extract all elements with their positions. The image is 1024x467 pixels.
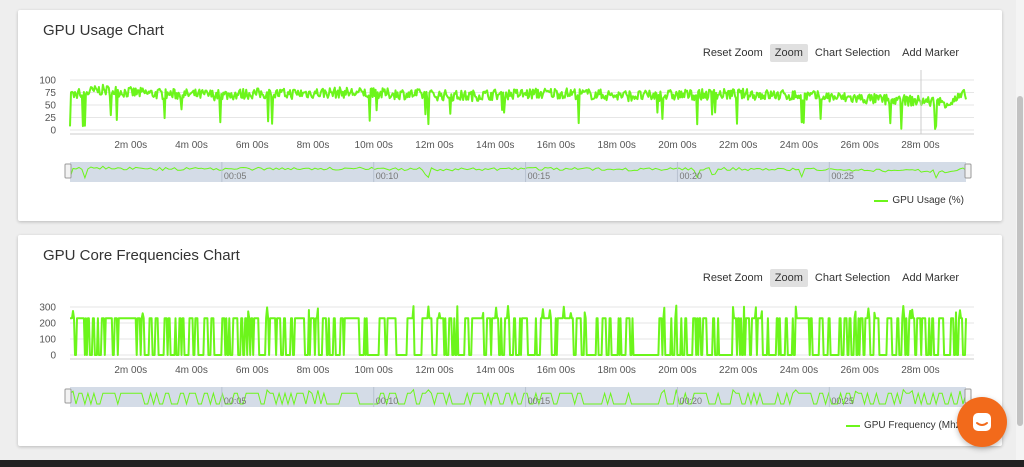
x-tick-label: 26m 00s — [841, 140, 879, 151]
navigator-tick-label: 00:20 — [679, 171, 702, 181]
x-tick-label: 4m 00s — [175, 365, 208, 376]
x-tick-label: 20m 00s — [658, 140, 696, 151]
gpu-frequency-plot[interactable]: 300 200 100 0 2m 00s 4m 00s 6m 00s 8m 00s 10m 00… — [18, 235, 1002, 446]
x-tick-label: 20m 00s — [658, 365, 696, 376]
y-tick-label: 75 — [45, 88, 57, 99]
y-tick-label: 300 — [39, 303, 56, 314]
reset-zoom-button[interactable]: Reset Zoom — [702, 272, 763, 284]
x-tick-label: 24m 00s — [780, 140, 818, 151]
page-scrollbar[interactable] — [1016, 0, 1024, 467]
x-tick-label: 8m 00s — [297, 140, 330, 151]
navigator-tick-label: 00:25 — [831, 396, 854, 406]
x-tick-label: 22m 00s — [719, 140, 757, 151]
legend[interactable]: GPU Usage (%) — [874, 195, 964, 206]
navigator-tick-label: 00:05 — [224, 171, 247, 181]
navigator-handle-left — [64, 388, 72, 404]
navigator-series — [69, 165, 967, 180]
legend-label: GPU Usage (%) — [892, 195, 964, 206]
y-tick-label: 25 — [45, 113, 57, 124]
navigator-tick-label: 00:20 — [679, 396, 702, 406]
y-tick-label: 100 — [39, 335, 56, 346]
navigator-tick-label: 00:25 — [831, 171, 854, 181]
x-tick-label: 18m 00s — [598, 365, 636, 376]
x-tick-label: 4m 00s — [175, 140, 208, 151]
chart-selection-button[interactable]: Chart Selection — [814, 47, 891, 59]
zoom-button[interactable]: Zoom — [769, 269, 808, 287]
navigator-tick-label: 00:10 — [376, 171, 399, 181]
x-tick-label: 10m 00s — [355, 365, 393, 376]
x-tick-label: 24m 00s — [780, 365, 818, 376]
scrollbar-thumb[interactable] — [1017, 96, 1023, 426]
chart-toolbar: Reset Zoom Zoom Chart Selection Add Mark… — [698, 44, 964, 62]
x-tick-label: 14m 00s — [476, 140, 514, 151]
y-tick-label: 50 — [45, 101, 57, 112]
y-tick-label: 200 — [39, 319, 56, 330]
y-tick-label: 0 — [50, 126, 56, 137]
x-tick-label: 14m 00s — [476, 365, 514, 376]
x-tick-label: 12m 00s — [415, 140, 453, 151]
navigator-tick-label: 00:05 — [224, 396, 247, 406]
navigator-series — [69, 388, 967, 406]
navigator-mask — [70, 387, 966, 407]
gpu-frequency-card: GPU Core Frequencies Chart Reset Zoom Zo… — [18, 235, 1002, 446]
legend-label: GPU Frequency (Mhz) — [863, 420, 964, 431]
add-marker-button[interactable]: Add Marker — [902, 272, 959, 284]
legend-swatch — [874, 199, 889, 202]
x-tick-label: 8m 00s — [297, 365, 330, 376]
chat-launcher-button[interactable] — [957, 397, 1007, 447]
x-tick-label: 16m 00s — [537, 140, 575, 151]
x-tick-label: 28m 00s — [901, 140, 939, 151]
chart-title: GPU Core Frequencies Chart — [43, 247, 240, 264]
x-tick-label: 22m 00s — [719, 365, 757, 376]
add-marker-button[interactable]: Add Marker — [902, 47, 959, 59]
gpu-usage-card: GPU Usage Chart Reset Zoom Zoom Chart Se… — [18, 10, 1002, 221]
x-tick-label: 10m 00s — [355, 140, 393, 151]
x-tick-label: 6m 00s — [236, 365, 269, 376]
reset-zoom-button[interactable]: Reset Zoom — [702, 47, 763, 59]
navigator-mask — [70, 162, 966, 182]
series-line — [70, 304, 967, 356]
x-tick-label: 2m 00s — [114, 365, 147, 376]
navigator-handle-left — [64, 163, 72, 179]
legend-swatch — [845, 424, 860, 427]
chart-selection-button[interactable]: Chart Selection — [814, 272, 891, 284]
y-tick-label: 0 — [50, 351, 56, 362]
chart-title: GPU Usage Chart — [43, 22, 164, 39]
x-tick-label: 2m 00s — [114, 140, 147, 151]
zoom-button[interactable]: Zoom — [769, 44, 808, 62]
navigator-handle-right — [964, 163, 972, 179]
x-tick-label: 18m 00s — [598, 140, 636, 151]
chart-toolbar: Reset Zoom Zoom Chart Selection Add Mark… — [698, 269, 964, 287]
x-tick-label: 12m 00s — [415, 365, 453, 376]
x-tick-label: 28m 00s — [901, 365, 939, 376]
chat-bubble-icon — [973, 413, 991, 431]
legend[interactable]: GPU Frequency (Mhz) — [845, 420, 964, 431]
taskbar-edge — [0, 460, 1024, 467]
y-tick-label: 100 — [39, 76, 56, 87]
navigator-tick-label: 00:10 — [376, 396, 399, 406]
navigator-tick-label: 00:15 — [528, 396, 551, 406]
navigator-tick-label: 00:15 — [528, 171, 551, 181]
x-tick-label: 6m 00s — [236, 140, 269, 151]
x-tick-label: 26m 00s — [841, 365, 879, 376]
series-line — [69, 83, 967, 130]
x-tick-label: 16m 00s — [537, 365, 575, 376]
